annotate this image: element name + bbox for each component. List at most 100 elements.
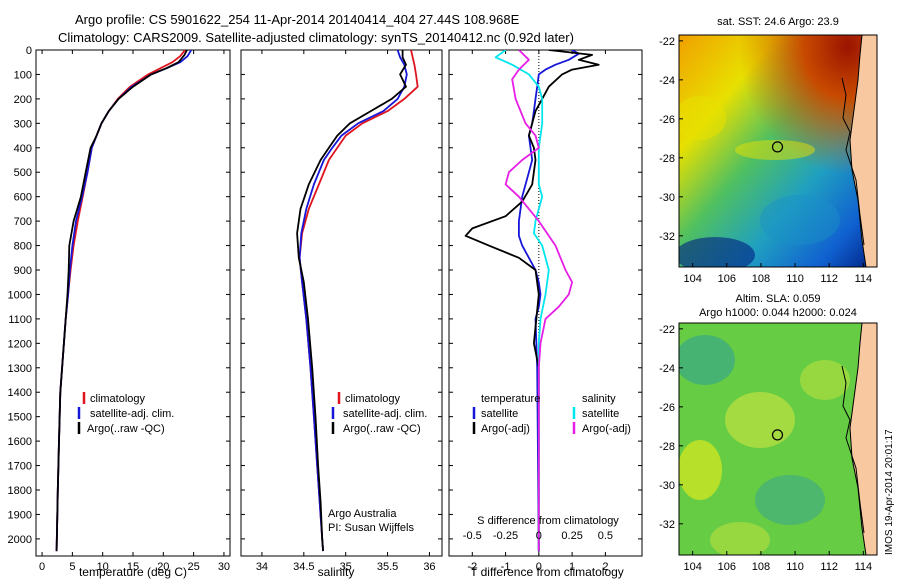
sla-map (679, 323, 877, 555)
sst-depth-contour (841, 77, 865, 246)
difference-legend: temperature satellite Argo(-adj) salinit… (472, 393, 631, 435)
sla-patch (679, 335, 735, 385)
map-x-tick-label: 104 (683, 561, 701, 573)
y-tick-label: 2000 (8, 534, 32, 546)
y-tick-label: 500 (14, 167, 32, 179)
sla-argo-marker (771, 429, 784, 441)
sst-map (679, 35, 877, 267)
temperature-xlabel: temperature (deg C) (79, 565, 187, 579)
legend-climatology-label: climatology (345, 393, 401, 405)
x-tick-label: 25 (188, 561, 200, 573)
x-tick-label: 10 (97, 561, 109, 573)
legend-argo-label: Argo(..raw -QC) (343, 423, 421, 435)
x-tick-label: 35 (340, 561, 352, 573)
x-tick-label: 35.5 (377, 561, 398, 573)
temperature-legend: climatology satellite-adj. clim. Argo(..… (77, 392, 174, 435)
sst-patch (679, 237, 755, 267)
series-line-2 (55, 50, 188, 552)
y-tick-label: 400 (14, 143, 32, 155)
sla-coastline (849, 323, 877, 555)
x-tick-label: 5 (69, 561, 75, 573)
header-line2: Climatology: CARS2009. Satellite-adjuste… (58, 30, 574, 45)
series-line-1 (464, 50, 600, 552)
salinity-legend: climatology satellite-adj. clim. Argo(..… (328, 392, 427, 534)
sst-patch (679, 96, 726, 140)
legend-satellite-label: satellite-adj. clim. (343, 408, 427, 420)
map-x-tick-label: 104 (683, 273, 701, 285)
sla-map-axes: 104 106 108 110 112 114 -22 -24 -26 -28 -30 -32 (659, 324, 872, 573)
sla-map-frame (678, 322, 878, 556)
sla-depth-contour (841, 365, 865, 534)
sst-coastline (849, 35, 877, 267)
y-tick-label: 1600 (8, 436, 32, 448)
x-tick-label: -2 (467, 561, 477, 573)
sst-map-title: sat. SST: 24.6 Argo: 23.9 (717, 16, 839, 28)
y-tick-label: 700 (14, 216, 32, 228)
map-y-tick-label: -32 (659, 519, 675, 531)
y-tick-label: 200 (14, 94, 32, 106)
map-x-tick-label: 106 (718, 273, 736, 285)
y-tick-label: 600 (14, 192, 32, 204)
map-y-tick-label: -28 (659, 153, 675, 165)
sst-patch (760, 195, 840, 245)
sst-argo-marker (771, 141, 784, 153)
y-tick-label: 0 (26, 45, 32, 57)
sla-patch (710, 522, 770, 555)
sst-map-axes: 104 106 108 110 112 114 -22 -24 -26 -28 -30 -32 (659, 36, 872, 285)
legend-temp-argo-label: Argo(-adj) (481, 423, 530, 435)
map-x-tick-label: 112 (820, 561, 838, 573)
difference-series (464, 50, 600, 552)
sla-map-title-1: Altim. SLA: 0.059 (736, 293, 821, 305)
footer-stamp: IMOS 19-Apr-2014 20:01:17 (884, 429, 895, 555)
legend-temperature-title: temperature (481, 393, 540, 405)
y-tick-label: 1400 (8, 387, 32, 399)
map-x-tick-label: 114 (855, 273, 873, 285)
legend-sal-argo-label: Argo(-adj) (582, 423, 631, 435)
y-tick-label: 1700 (8, 461, 32, 473)
y-tick-label: 1200 (8, 338, 32, 350)
y-tick-label: 1800 (8, 485, 32, 497)
sla-map-title-2: Argo h1000: 0.044 h2000: 0.024 (699, 307, 857, 319)
header-line1: Argo profile: CS 5901622_254 11-Apr-2014… (75, 12, 520, 27)
series-line-1 (298, 50, 408, 552)
map-y-tick-label: -24 (659, 363, 675, 375)
sla-patch (679, 440, 722, 500)
temperature-panel (35, 49, 231, 557)
map-y-tick-label: -32 (659, 231, 675, 243)
s-diff-tick-label: -0.25 (493, 530, 518, 542)
y-tick-label: 1100 (8, 314, 32, 326)
s-diff-tick-label: 0 (536, 530, 542, 542)
map-x-tick-label: 108 (752, 273, 770, 285)
map-x-tick-label: 106 (718, 561, 736, 573)
sla-patch (755, 475, 825, 525)
y-tick-label: 1000 (8, 289, 32, 301)
map-y-tick-label: -28 (659, 441, 675, 453)
s-diff-tick-label: 0.5 (598, 530, 613, 542)
series-line-0 (518, 50, 580, 552)
y-tick-label: 1900 (8, 509, 32, 521)
legend-temp-satellite-label: satellite (481, 408, 518, 420)
difference-axes: -2 -1 0 1 2 (449, 49, 642, 573)
difference-panel (448, 49, 643, 557)
y-tick-label: 900 (14, 265, 32, 277)
legend-satellite-label: satellite-adj. clim. (90, 408, 174, 420)
temperature-axes: 0 5 10 15 20 25 300100200300400500600700800900… (8, 45, 231, 573)
y-tick-label: 300 (14, 118, 32, 130)
s-difference-ticks: -0.5 -0.25 0 0.25 0.5 (463, 530, 613, 542)
annotation-pi: PI: Susan Wijffels (328, 522, 414, 534)
temperature-series (55, 50, 192, 552)
x-tick-label: 36 (423, 561, 435, 573)
x-tick-label: 20 (157, 561, 169, 573)
y-tick-label: 800 (14, 241, 32, 253)
legend-sal-satellite-label: satellite (582, 408, 619, 420)
annotation-argo-australia: Argo Australia (328, 508, 397, 520)
sst-patch (735, 140, 815, 160)
map-y-tick-label: -26 (659, 402, 675, 414)
map-x-tick-label: 110 (786, 273, 804, 285)
legend-argo-label: Argo(..raw -QC) (87, 423, 165, 435)
sla-patch (725, 392, 795, 448)
sla-patch (800, 360, 850, 400)
salinity-series (296, 50, 419, 552)
map-y-tick-label: -26 (659, 114, 675, 126)
